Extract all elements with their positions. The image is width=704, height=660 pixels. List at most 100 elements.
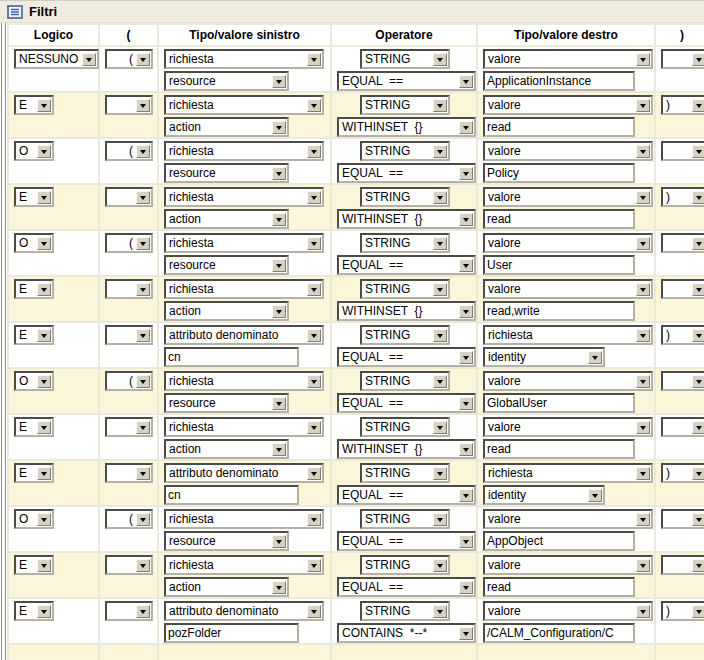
chevron-down-icon[interactable] xyxy=(272,75,286,88)
chevron-down-icon[interactable] xyxy=(307,421,321,434)
left-type-dropdown[interactable]: richiesta xyxy=(164,555,324,575)
logico-dropdown[interactable]: O xyxy=(14,509,54,529)
chevron-down-icon[interactable] xyxy=(433,329,447,342)
close-paren-dropdown[interactable] xyxy=(661,49,704,69)
chevron-down-icon[interactable] xyxy=(636,237,650,250)
chevron-down-icon[interactable] xyxy=(459,305,473,318)
chevron-down-icon[interactable] xyxy=(136,467,150,480)
chevron-down-icon[interactable] xyxy=(136,421,150,434)
left-type-dropdown[interactable]: richiesta xyxy=(164,233,324,253)
chevron-down-icon[interactable] xyxy=(136,191,150,204)
chevron-down-icon[interactable] xyxy=(459,167,473,180)
open-paren-dropdown[interactable]: ( xyxy=(105,233,153,253)
operator-dropdown[interactable]: CONTAINS *--* xyxy=(337,623,476,643)
logico-dropdown[interactable]: E xyxy=(14,187,54,207)
chevron-down-icon[interactable] xyxy=(136,283,150,296)
chevron-down-icon[interactable] xyxy=(636,283,650,296)
chevron-down-icon[interactable] xyxy=(433,237,447,250)
chevron-down-icon[interactable] xyxy=(37,145,51,158)
chevron-down-icon[interactable] xyxy=(692,421,704,434)
left-value-dropdown[interactable]: action xyxy=(164,117,289,137)
open-paren-dropdown[interactable]: ( xyxy=(105,509,153,529)
chevron-down-icon[interactable] xyxy=(272,259,286,272)
operator-dropdown[interactable]: EQUAL == xyxy=(337,71,476,91)
chevron-down-icon[interactable] xyxy=(459,351,473,364)
chevron-down-icon[interactable] xyxy=(433,99,447,112)
open-paren-dropdown[interactable] xyxy=(105,187,153,207)
close-paren-dropdown[interactable] xyxy=(661,509,704,529)
chevron-down-icon[interactable] xyxy=(692,145,704,158)
chevron-down-icon[interactable] xyxy=(307,53,321,66)
close-paren-dropdown[interactable]: ) xyxy=(661,95,704,115)
chevron-down-icon[interactable] xyxy=(37,467,51,480)
right-type-dropdown[interactable]: valore xyxy=(483,95,653,115)
close-paren-dropdown[interactable] xyxy=(661,279,704,299)
right-type-dropdown[interactable]: valore xyxy=(483,49,653,69)
left-value-input[interactable] xyxy=(164,623,299,643)
chevron-down-icon[interactable] xyxy=(692,375,704,388)
right-type-dropdown[interactable]: valore xyxy=(483,371,653,391)
chevron-down-icon[interactable] xyxy=(272,581,286,594)
chevron-down-icon[interactable] xyxy=(272,213,286,226)
operator-type-dropdown[interactable]: STRING xyxy=(360,371,450,391)
chevron-down-icon[interactable] xyxy=(636,329,650,342)
chevron-down-icon[interactable] xyxy=(307,237,321,250)
operator-type-dropdown[interactable]: STRING xyxy=(360,279,450,299)
open-paren-dropdown[interactable] xyxy=(105,601,153,621)
chevron-down-icon[interactable] xyxy=(307,605,321,618)
left-value-input[interactable] xyxy=(164,485,299,505)
right-value-dropdown[interactable]: identity xyxy=(483,485,605,505)
logico-dropdown[interactable]: E xyxy=(14,601,54,621)
chevron-down-icon[interactable] xyxy=(459,443,473,456)
logico-dropdown[interactable]: NESSUNO xyxy=(14,49,99,69)
left-type-dropdown[interactable]: richiesta xyxy=(164,187,324,207)
right-type-dropdown[interactable]: valore xyxy=(483,601,653,621)
logico-dropdown[interactable]: O xyxy=(14,233,54,253)
right-value-input[interactable] xyxy=(483,577,635,597)
chevron-down-icon[interactable] xyxy=(433,559,447,572)
open-paren-dropdown[interactable]: ( xyxy=(105,49,153,69)
left-type-dropdown[interactable]: attributo denominato xyxy=(164,325,324,345)
chevron-down-icon[interactable] xyxy=(692,53,704,66)
logico-dropdown[interactable]: E xyxy=(14,555,54,575)
right-value-input[interactable] xyxy=(483,71,635,91)
operator-type-dropdown[interactable]: STRING xyxy=(360,417,450,437)
chevron-down-icon[interactable] xyxy=(272,121,286,134)
chevron-down-icon[interactable] xyxy=(636,467,650,480)
left-type-dropdown[interactable]: richiesta xyxy=(164,279,324,299)
logico-dropdown[interactable]: E xyxy=(14,463,54,483)
operator-dropdown[interactable]: EQUAL == xyxy=(337,577,476,597)
chevron-down-icon[interactable] xyxy=(37,329,51,342)
open-paren-dropdown[interactable]: ( xyxy=(105,141,153,161)
logico-dropdown[interactable]: O xyxy=(14,141,54,161)
chevron-down-icon[interactable] xyxy=(692,191,704,204)
chevron-down-icon[interactable] xyxy=(136,329,150,342)
chevron-down-icon[interactable] xyxy=(433,467,447,480)
chevron-down-icon[interactable] xyxy=(588,489,602,502)
close-paren-dropdown[interactable]: ) xyxy=(661,463,704,483)
left-value-dropdown[interactable]: action xyxy=(164,209,289,229)
operator-type-dropdown[interactable]: STRING xyxy=(360,601,450,621)
chevron-down-icon[interactable] xyxy=(307,375,321,388)
chevron-down-icon[interactable] xyxy=(459,397,473,410)
logico-dropdown[interactable]: E xyxy=(14,417,54,437)
left-value-dropdown[interactable]: resource xyxy=(164,255,289,275)
operator-type-dropdown[interactable]: STRING xyxy=(360,187,450,207)
left-value-dropdown[interactable]: resource xyxy=(164,163,289,183)
close-paren-dropdown[interactable] xyxy=(661,555,704,575)
left-value-dropdown[interactable]: action xyxy=(164,439,289,459)
chevron-down-icon[interactable] xyxy=(636,145,650,158)
chevron-down-icon[interactable] xyxy=(272,443,286,456)
close-paren-dropdown[interactable]: ) xyxy=(661,187,704,207)
chevron-down-icon[interactable] xyxy=(307,99,321,112)
chevron-down-icon[interactable] xyxy=(433,53,447,66)
open-paren-dropdown[interactable] xyxy=(105,325,153,345)
chevron-down-icon[interactable] xyxy=(272,305,286,318)
close-paren-dropdown[interactable] xyxy=(661,233,704,253)
chevron-down-icon[interactable] xyxy=(433,191,447,204)
right-type-dropdown[interactable]: valore xyxy=(483,279,653,299)
right-type-dropdown[interactable]: valore xyxy=(483,509,653,529)
open-paren-dropdown[interactable] xyxy=(105,417,153,437)
operator-dropdown[interactable]: WITHINSET {} xyxy=(337,209,476,229)
chevron-down-icon[interactable] xyxy=(37,421,51,434)
